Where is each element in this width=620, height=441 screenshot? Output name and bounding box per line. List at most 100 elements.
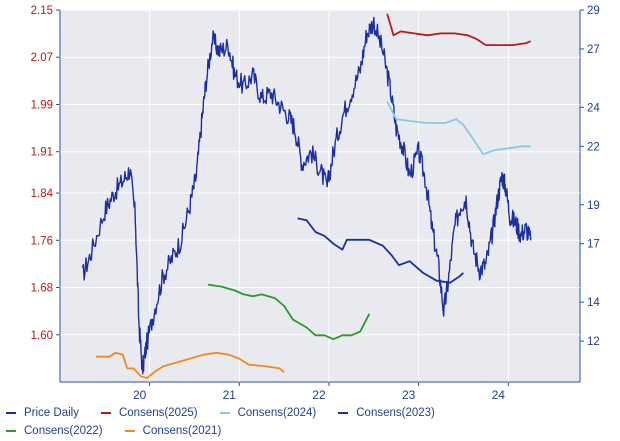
plot-background (59, 9, 581, 383)
series-point (310, 151, 311, 152)
legend-item: Consens(2023) (338, 407, 435, 419)
series-point (400, 31, 401, 32)
series-point (396, 128, 397, 129)
bottom-axis: 20 21 22 23 24 (133, 382, 509, 400)
series-point (324, 335, 325, 336)
series-point (521, 146, 522, 147)
series-point (520, 234, 521, 235)
series-point (122, 354, 123, 355)
right-axis-tick-label: 29 (587, 5, 600, 17)
series-point (234, 290, 235, 291)
series-point (530, 41, 531, 42)
left-axis-tick-label: 1.60 (31, 330, 53, 342)
right-axis-tick-label: 12 (587, 336, 600, 348)
series-point (333, 243, 334, 244)
series-point (206, 80, 207, 81)
legend: Price Daily Consens(2025) Consens(2024) Con… (0, 400, 620, 441)
series-point (409, 120, 410, 121)
series-point (474, 140, 475, 141)
bottom-axis-tick-label: 22 (312, 388, 326, 400)
series-point (460, 204, 461, 205)
series-point (467, 35, 468, 36)
legend-label: Consens(2024) (237, 407, 317, 419)
series-point (485, 45, 486, 46)
series-point (418, 151, 419, 152)
series-point (454, 33, 455, 34)
series-line-1 (386, 13, 532, 46)
series-point (373, 21, 374, 22)
legend-label: Consens(2021) (142, 425, 222, 437)
series-point (494, 150, 495, 151)
legend-swatch (338, 412, 349, 414)
series-point (440, 33, 441, 34)
left-axis-tick-label: 1.68 (31, 283, 53, 295)
series-point (104, 210, 105, 211)
series-point (463, 124, 464, 125)
series-point (172, 257, 173, 258)
left-axis: 2.15 2.07 1.99 1.91 1.84 1.76 1.68 1.60 (31, 5, 60, 342)
series-point (454, 228, 455, 229)
series-point (133, 368, 134, 369)
series-point (270, 92, 271, 93)
series-point (127, 368, 128, 369)
series-point (135, 216, 136, 217)
series-point (449, 282, 450, 283)
series-point (228, 45, 229, 46)
series-point (342, 335, 343, 336)
series-point (409, 261, 410, 262)
series-point (515, 222, 516, 223)
series-point (288, 116, 289, 117)
series-point (203, 354, 204, 355)
series-point (393, 35, 394, 36)
legend-swatch (6, 430, 16, 432)
series-point (427, 35, 428, 36)
series-point (333, 151, 334, 152)
series-point (234, 74, 235, 75)
series-point (333, 339, 334, 340)
series-layer (81, 13, 532, 379)
series-point (466, 198, 467, 199)
legend-swatch (124, 430, 135, 432)
series-line-3 (297, 217, 464, 284)
series-point (427, 122, 428, 123)
left-axis-tick-label: 2.15 (31, 5, 53, 17)
series-point (327, 187, 328, 188)
series-point (294, 128, 295, 129)
series-point (483, 154, 484, 155)
series-point (142, 370, 143, 371)
series-point (221, 286, 222, 287)
series-point (436, 280, 437, 281)
series-point (279, 104, 280, 105)
series-point (146, 346, 147, 347)
series-point (95, 356, 96, 357)
series-point (387, 101, 388, 102)
right-axis-tick-label: 19 (587, 200, 600, 212)
series-point (472, 246, 473, 247)
series-point (252, 74, 253, 75)
series-point (342, 249, 343, 250)
series-point (189, 358, 190, 359)
bottom-axis-tick-label: 21 (223, 388, 237, 400)
legend-item: Consens(2024) (219, 407, 317, 419)
series-point (266, 366, 267, 367)
series-point (360, 68, 361, 69)
series-point (163, 366, 164, 367)
series-point (346, 239, 347, 240)
legend-swatch (219, 412, 230, 414)
series-point (463, 272, 464, 273)
series-point (351, 92, 352, 93)
series-point (293, 319, 294, 320)
right-axis-tick-label: 14 (587, 297, 600, 309)
series-point (387, 13, 388, 14)
legend-item: Consens(2021) (124, 425, 222, 437)
series-point (154, 311, 155, 312)
series-point (129, 169, 130, 170)
series-point (109, 356, 110, 357)
legend-swatch (6, 412, 16, 414)
legend-label: Consens(2023) (356, 407, 435, 419)
series-point (228, 354, 229, 355)
left-axis-tick-label: 1.84 (31, 188, 54, 200)
series-point (369, 313, 370, 314)
series-point (432, 228, 433, 229)
legend-item: Price Daily (6, 407, 79, 419)
